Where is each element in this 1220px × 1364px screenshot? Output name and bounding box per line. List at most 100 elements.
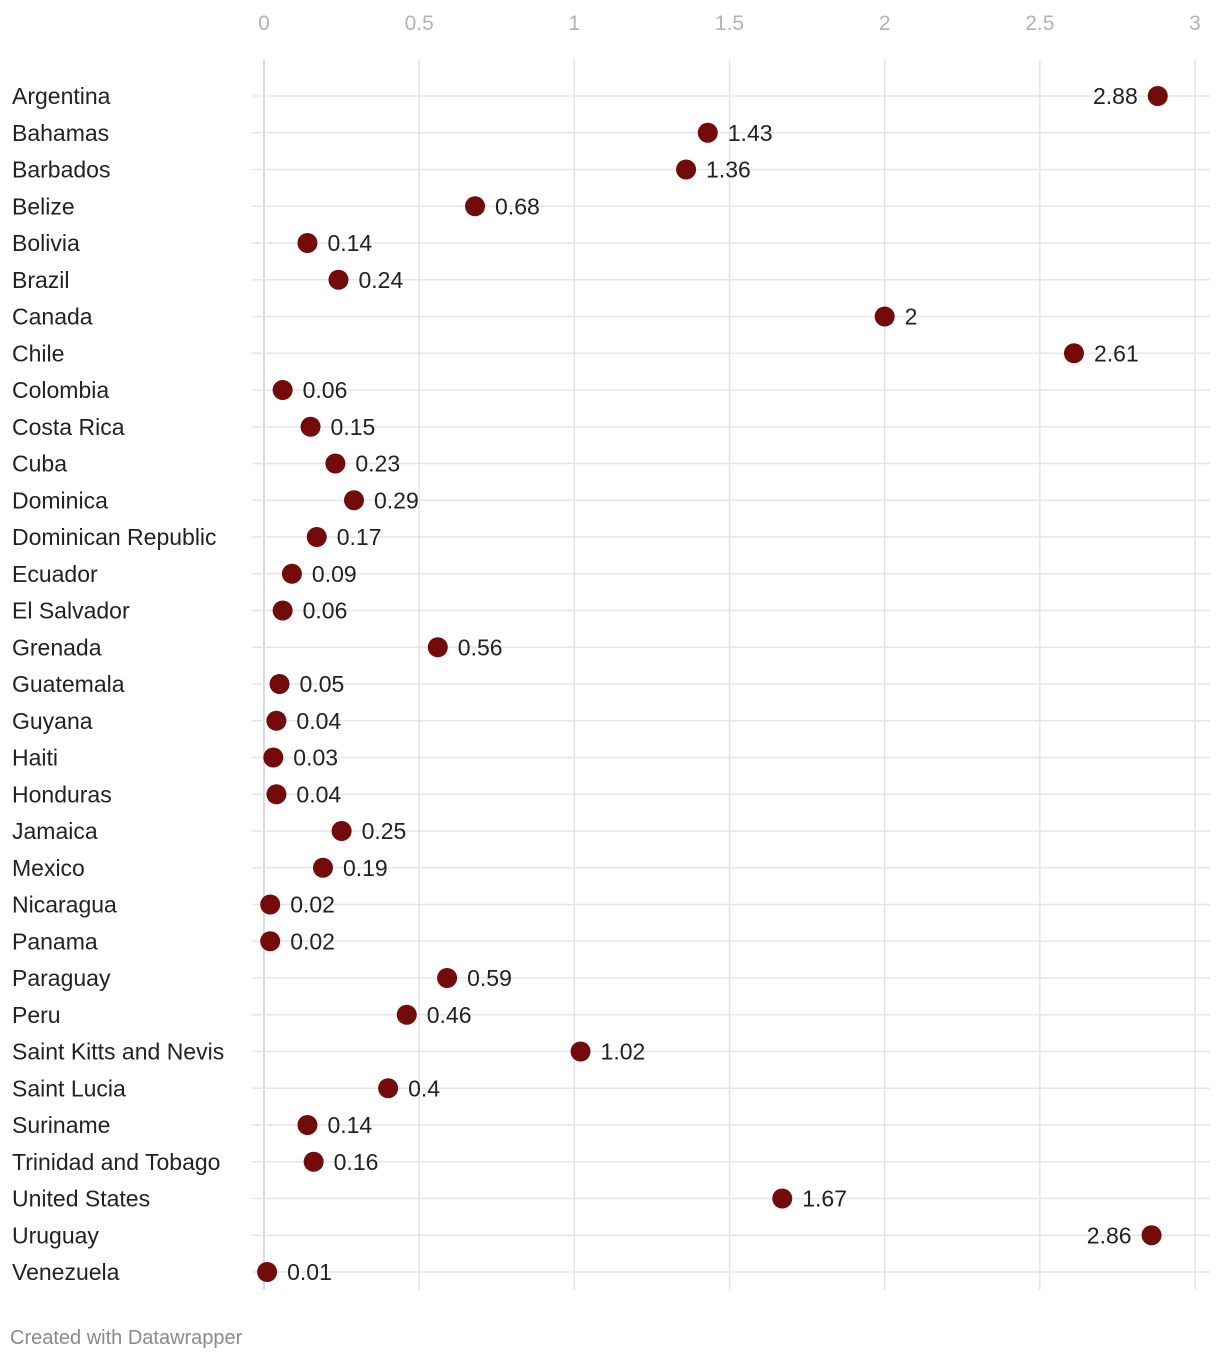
value-label: 1.43 [728,120,773,146]
data-point [312,857,333,878]
value-label: 0.24 [358,267,403,293]
value-label: 0.02 [290,892,335,918]
category-label: Paraguay [12,965,111,991]
value-label: 1.67 [802,1186,847,1212]
category-label: Dominican Republic [12,524,217,550]
data-point [465,196,486,217]
dot-plot: 0 0.5 1 1.5 2 2.5 3 Argentina Bahamas Barbados Be… [12,12,1210,1290]
value-label: 1.02 [601,1039,646,1065]
value-label: 2.86 [1087,1222,1132,1248]
data-point [297,233,318,253]
x-axis-ticks: 0 0.5 1 1.5 2 2.5 3 [258,12,1201,35]
x-tick-label: 3 [1189,12,1201,35]
value-label: 1.36 [706,157,751,183]
data-point [269,674,290,694]
value-label: 0.03 [293,745,338,771]
data-point [281,563,302,584]
category-label: Jamaica [12,818,98,844]
value-label: 0.02 [290,928,335,954]
category-label: Honduras [12,781,112,807]
data-point [325,453,346,474]
x-tick-label: 0 [258,12,270,35]
data-point [331,821,352,841]
data-point [303,1151,324,1172]
category-label: Dominica [12,487,108,513]
data-points: 2.88 1.43 1.36 0.68 0.14 0.24 2 2.61 0.06 0.15 0.2… [257,83,1168,1285]
category-labels: Argentina Bahamas Barbados Belize Bolivia Bra… [12,83,224,1285]
data-point [427,637,448,658]
data-point [272,600,293,621]
value-label: 0.23 [355,451,400,477]
data-point [260,931,281,952]
value-label: 0.17 [337,524,382,550]
value-label: 0.46 [427,1002,472,1028]
category-label: Colombia [12,377,109,403]
data-point [874,306,895,327]
value-label: 2.61 [1094,340,1139,366]
value-label: 0.15 [331,414,376,440]
data-point [266,710,287,731]
category-label: Nicaragua [12,892,117,918]
category-label: El Salvador [12,598,130,624]
data-point [1147,86,1168,106]
category-label: Ecuador [12,561,98,587]
value-label: 0.04 [296,708,341,734]
value-label: 2 [905,304,918,330]
value-label: 0.04 [296,781,341,807]
data-point [266,784,287,805]
category-label: Saint Lucia [12,1075,126,1101]
data-point [378,1078,399,1099]
value-label: 0.14 [327,1112,372,1138]
x-tick-label: 1 [568,12,580,35]
category-label: Brazil [12,267,70,293]
value-label: 0.16 [334,1149,379,1175]
value-label: 2.88 [1093,83,1138,109]
category-label: Chile [12,340,64,366]
category-label: Canada [12,304,93,330]
category-label: Bolivia [12,230,80,256]
data-point [343,490,364,511]
category-label: United States [12,1186,150,1212]
data-point [328,269,349,290]
value-label: 0.14 [327,230,372,256]
category-label: Guyana [12,708,93,734]
value-label: 0.59 [467,965,512,991]
data-point [772,1188,793,1209]
category-label: Venezuela [12,1259,120,1285]
category-label: Trinidad and Tobago [12,1149,220,1175]
data-point [272,380,293,400]
value-label: 0.4 [408,1075,440,1101]
category-label: Mexico [12,855,85,881]
data-point [1141,1225,1162,1246]
credit-text: Created with Datawrapper [10,1327,243,1349]
data-point [396,1004,417,1025]
x-tick-label: 0.5 [405,12,434,35]
category-label: Peru [12,1002,61,1028]
data-point [570,1041,591,1062]
category-label: Argentina [12,83,111,109]
category-label: Bahamas [12,120,109,146]
category-label: Haiti [12,745,58,771]
value-label: 0.05 [300,671,345,697]
data-point [263,747,284,768]
data-point [306,527,327,547]
category-label: Guatemala [12,671,125,697]
data-point [437,968,458,988]
x-tick-label: 2 [879,12,891,35]
category-label: Grenada [12,634,102,660]
data-point [257,1262,278,1282]
value-label: 0.06 [303,377,348,403]
data-point [676,159,697,180]
value-label: 0.09 [312,561,357,587]
category-label: Costa Rica [12,414,125,440]
category-label: Barbados [12,157,110,183]
category-label: Belize [12,193,75,219]
category-label: Cuba [12,451,67,477]
x-tick-label: 1.5 [715,12,744,35]
value-label: 0.19 [343,855,388,881]
gridlines [252,60,1210,1290]
value-label: 0.06 [303,598,348,624]
category-label: Panama [12,928,98,954]
category-label: Saint Kitts and Nevis [12,1039,224,1065]
data-point [1063,343,1084,364]
